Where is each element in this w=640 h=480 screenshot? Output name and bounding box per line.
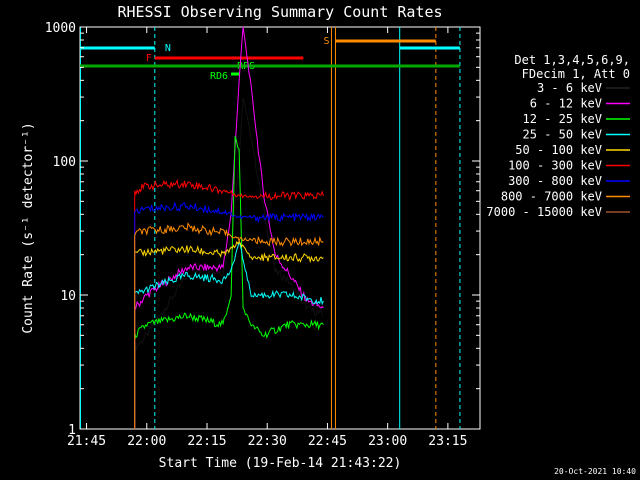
legend: Det 1,3,4,5,6,9,FDecim 1, Att 03 - 6 keV… xyxy=(486,53,630,219)
y-tick-label-3: 1000 xyxy=(45,21,76,36)
legend-label-3: 25 - 50 keV xyxy=(523,128,602,142)
y-tick-label-0: 1 xyxy=(68,423,76,438)
footer-timestamp: 20-Oct-2021 10:40 xyxy=(554,467,636,476)
series-line-5 xyxy=(134,178,324,429)
x-tick-label-0: 21:45 xyxy=(67,434,106,449)
legend-label-8: 7000 - 15000 keV xyxy=(486,205,602,219)
x-tick-label-1: 22:00 xyxy=(127,434,166,449)
y-tick-label-2: 100 xyxy=(53,155,76,170)
series-line-6 xyxy=(134,201,324,429)
chart-title: RHESSI Observing Summary Count Rates xyxy=(117,3,442,21)
flag-label-s: S xyxy=(323,36,329,47)
axis-ticks: 21:45 22:00 22:15 22:30 22:45 23:00 23:15 1 10 10… xyxy=(45,21,480,449)
x-tick-label-2: 22:15 xyxy=(187,434,226,449)
x-tick-label-6: 23:15 xyxy=(428,434,467,449)
x-tick-label-5: 23:00 xyxy=(368,434,407,449)
legend-label-2: 12 - 25 keV xyxy=(523,112,602,126)
series-lines xyxy=(134,26,324,429)
vertical-markers xyxy=(80,27,461,429)
legend-label-5: 100 - 300 keV xyxy=(508,159,602,173)
x-tick-label-4: 22:45 xyxy=(308,434,347,449)
series-line-4 xyxy=(134,240,324,429)
legend-label-0: 3 - 6 keV xyxy=(537,81,602,95)
series-line-7 xyxy=(134,222,324,429)
y-tick-label-1: 10 xyxy=(60,289,76,304)
series-line-3 xyxy=(134,240,324,429)
x-tick-label-3: 22:30 xyxy=(248,434,287,449)
flag-label-rd6: RD6 xyxy=(210,71,228,82)
series-line-1 xyxy=(134,26,324,429)
legend-header-0: Det 1,3,4,5,6,9, xyxy=(514,53,630,67)
flag-bars: NFSRPSRD6 xyxy=(80,36,460,82)
series-line-2 xyxy=(134,135,324,429)
legend-label-1: 6 - 12 keV xyxy=(530,97,602,111)
legend-header-1: FDecim 1, Att 0 xyxy=(522,67,630,81)
plot-frame xyxy=(79,26,481,430)
legend-label-7: 800 - 7000 keV xyxy=(501,190,602,204)
x-axis-label: Start Time (19-Feb-14 21:43:22) xyxy=(159,456,402,471)
flag-label-f: F xyxy=(146,53,152,64)
legend-label-4: 50 - 100 keV xyxy=(515,143,602,157)
flag-label-n: N xyxy=(165,43,171,54)
legend-label-6: 300 - 800 keV xyxy=(508,174,602,188)
series-line-0 xyxy=(134,98,324,429)
y-axis-label: Count Rate (s⁻¹ detector⁻¹) xyxy=(21,122,36,333)
